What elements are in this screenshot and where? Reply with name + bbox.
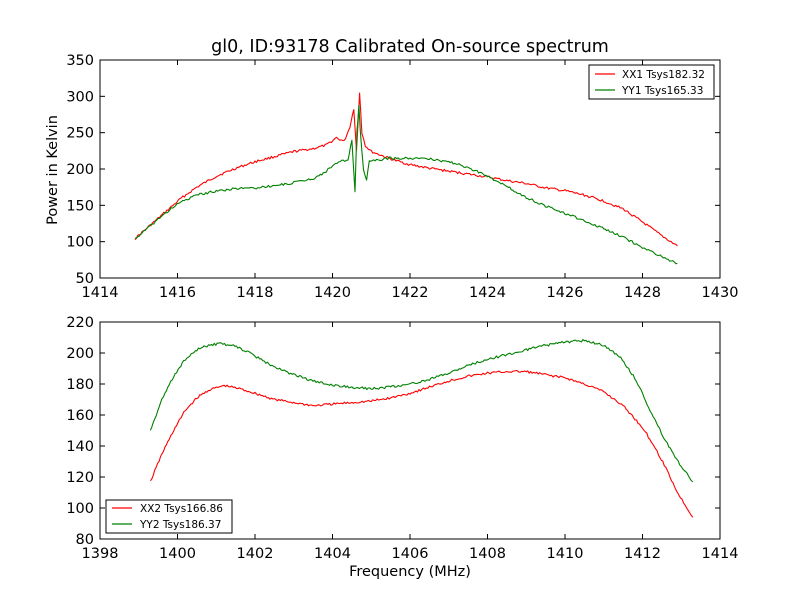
x-tick-label-1422: 1422 <box>392 285 429 301</box>
x-tick-label-1416: 1416 <box>159 285 196 301</box>
x-tick-label-1424: 1424 <box>469 285 506 301</box>
y-tick-label-350: 350 <box>66 53 94 69</box>
x-axis-label: Frequency (MHz) <box>349 564 471 580</box>
bottom-legend-box <box>105 499 233 534</box>
y-tick-label-250: 250 <box>66 126 94 142</box>
bottom-series-layer <box>149 339 694 518</box>
legend-label-yy1: YY1 Tsys165.33 <box>621 85 703 97</box>
x-tick-label-1426: 1426 <box>547 285 584 301</box>
y-tick-label-150: 150 <box>66 198 94 214</box>
x-tick-label-1418: 1418 <box>237 285 274 301</box>
y-tick-label-300: 300 <box>66 89 94 105</box>
x-tick-label-1428: 1428 <box>624 285 661 301</box>
y-tick-label-160: 160 <box>66 408 94 424</box>
top-panel: gl0, ID:93178 Calibrated On-source spect… <box>45 37 738 301</box>
top-series-layer <box>134 92 678 265</box>
y-tick-label-200: 200 <box>66 346 94 362</box>
y-tick-label-220: 220 <box>66 315 94 331</box>
y-tick-label-180: 180 <box>66 377 94 393</box>
x-tick-label-1430: 1430 <box>702 285 739 301</box>
y-tick-label-120: 120 <box>66 470 94 486</box>
x-tick-label-1414: 1414 <box>702 546 739 562</box>
y-tick-label-200: 200 <box>66 162 94 178</box>
x-tick-label-1398: 1398 <box>82 546 119 562</box>
legend-label-xx1: XX1 Tsys182.32 <box>622 69 705 81</box>
bottom-panel: Frequency (MHz) 1398 1400 1402 1404 1406 1408… <box>66 315 738 580</box>
y-tick-label-50: 50 <box>76 271 94 287</box>
top-tick-layer: 1414 1416 1418 1420 1422 1424 1426 1428 1430 50 10… <box>66 53 738 301</box>
x-tick-label-1400: 1400 <box>159 546 196 562</box>
y-axis-label: Power in Kelvin <box>45 115 61 225</box>
x-tick-label-1408: 1408 <box>469 546 506 562</box>
y-tick-label-100: 100 <box>66 501 94 517</box>
legend-label-yy2: YY2 Tsys186.37 <box>139 519 221 531</box>
legend-label-xx2: XX2 Tsys166.86 <box>140 503 223 515</box>
x-tick-label-1402: 1402 <box>237 546 274 562</box>
y-tick-label-140: 140 <box>66 439 94 455</box>
x-tick-label-1414: 1414 <box>82 285 119 301</box>
bottom-tick-layer: 1398 1400 1402 1404 1406 1408 1410 1412 1414 80 10… <box>66 315 738 562</box>
series-line-yy2-tsys186-37 <box>149 339 694 483</box>
x-tick-label-1404: 1404 <box>314 546 351 562</box>
series-line-xx2-tsys166-86 <box>149 370 694 518</box>
chart-title: gl0, ID:93178 Calibrated On-source spect… <box>211 37 609 57</box>
x-tick-label-1412: 1412 <box>624 546 661 562</box>
y-tick-label-80: 80 <box>76 532 94 548</box>
top-legend: XX1 Tsys182.32 YY1 Tsys165.33 <box>588 64 715 100</box>
bottom-legend: XX2 Tsys166.86 YY2 Tsys186.37 <box>105 499 233 534</box>
x-tick-label-1406: 1406 <box>392 546 429 562</box>
series-line-xx1-tsys182-32 <box>134 92 678 247</box>
y-tick-label-100: 100 <box>66 235 94 251</box>
x-tick-label-1410: 1410 <box>547 546 584 562</box>
top-legend-box <box>588 64 715 100</box>
series-line-yy1-tsys165-33 <box>134 104 678 265</box>
x-tick-label-1420: 1420 <box>314 285 351 301</box>
